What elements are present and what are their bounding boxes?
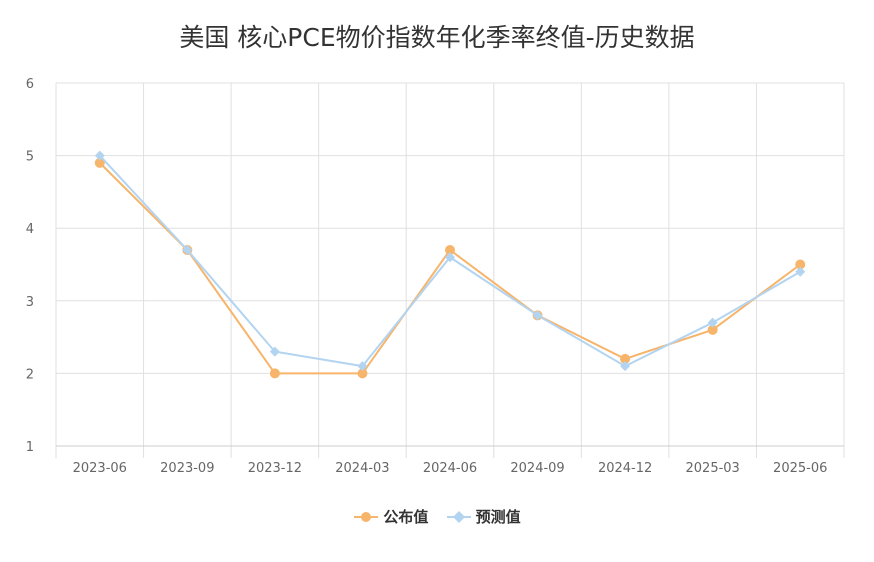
x-tick-label: 2024-03 <box>335 461 389 476</box>
x-tick-label: 2024-06 <box>423 461 477 476</box>
data-point-0 <box>94 157 105 168</box>
data-point-0 <box>357 368 368 379</box>
y-tick-label: 4 <box>26 222 34 237</box>
data-point-1 <box>357 361 368 372</box>
data-point-1 <box>620 361 631 372</box>
data-point-1 <box>269 346 280 357</box>
y-tick-label: 1 <box>26 440 34 455</box>
legend-item-published[interactable]: 公布值 <box>353 506 428 527</box>
legend-item-forecast[interactable]: 预测值 <box>446 506 521 527</box>
data-point-0 <box>795 259 806 270</box>
data-point-1 <box>182 244 193 255</box>
data-point-0 <box>707 324 718 335</box>
y-tick-label: 6 <box>26 77 34 92</box>
y-axis: 1 2 3 4 5 6 <box>26 77 34 455</box>
x-tick-label: 2023-06 <box>73 461 127 476</box>
legend-label-forecast: 预测值 <box>475 508 521 526</box>
legend-marker-published <box>354 511 379 522</box>
x-tick-label: 2024-12 <box>598 461 652 476</box>
line-chart: 1 2 3 4 5 6 2023-06 2023-09 2023-12 2024-03 2024-… <box>26 77 845 476</box>
legend-label-published: 公布值 <box>383 508 429 526</box>
legend-marker-forecast <box>446 510 471 523</box>
data-point-1 <box>532 310 543 321</box>
x-tick-label: 2025-06 <box>773 461 827 476</box>
x-tick-label: 2023-12 <box>248 461 302 476</box>
data-point-0 <box>269 368 280 379</box>
x-tick-label: 2024-09 <box>510 461 564 476</box>
data-point-1 <box>707 317 718 328</box>
data-point-0 <box>620 353 631 364</box>
y-tick-label: 3 <box>26 295 34 310</box>
series-line-0 <box>99 162 801 375</box>
legend: 公布值 预测值 <box>0 506 874 527</box>
x-axis: 2023-06 2023-09 2023-12 2024-03 2024-06 2024-… <box>73 461 828 476</box>
grid <box>55 82 845 458</box>
data-point-1 <box>795 266 806 277</box>
data-point-0 <box>445 244 455 255</box>
data-point-1 <box>445 252 455 263</box>
data-point-1 <box>94 150 105 161</box>
x-tick-label: 2023-09 <box>160 461 214 476</box>
y-tick-label: 2 <box>26 367 34 382</box>
chart-title: 美国 核心PCE物价指数年化季率终值-历史数据 <box>179 23 695 52</box>
x-tick-label: 2025-03 <box>686 461 740 476</box>
series-layer <box>94 150 806 379</box>
y-tick-label: 5 <box>26 150 34 165</box>
